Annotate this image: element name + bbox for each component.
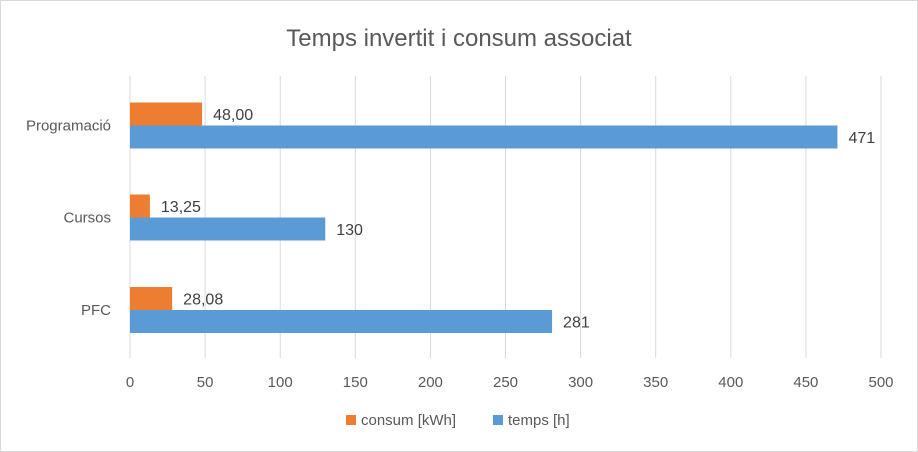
category-label: Programació — [26, 118, 111, 135]
x-tick-label: 400 — [718, 374, 743, 391]
data-label: 13,25 — [161, 199, 201, 216]
consum-bar — [130, 287, 173, 310]
temps-bar — [130, 310, 553, 333]
consum-bar — [130, 194, 150, 218]
legend: consum [kWh] temps [h] — [346, 412, 570, 429]
legend-swatch — [346, 415, 356, 425]
consum-bar — [130, 102, 203, 126]
category-label: PFC — [81, 302, 111, 319]
data-label: 471 — [848, 130, 875, 147]
x-tick-label: 350 — [643, 374, 668, 391]
category-label: Cursos — [63, 210, 111, 227]
x-tick-label: 500 — [868, 374, 893, 391]
data-label: 130 — [336, 222, 363, 239]
data-labels: 48,00 471 13,25 130 28,08 281 — [161, 107, 875, 332]
temps-bar — [130, 217, 326, 241]
data-label: 48,00 — [213, 107, 253, 124]
x-tick-label: 250 — [493, 374, 518, 391]
chart-title: Temps invertit i consum associat — [286, 25, 632, 52]
y-axis-category-labels: Programació Cursos PFC — [26, 118, 111, 320]
legend-label: consum [kWh] — [361, 412, 456, 429]
x-tick-label: 50 — [197, 374, 214, 391]
data-label: 281 — [563, 315, 590, 332]
x-tick-label: 0 — [126, 374, 134, 391]
x-tick-label: 150 — [343, 374, 368, 391]
x-axis-tick-labels: 0 50 100 150 200 250 300 350 400 450 500 — [126, 374, 894, 391]
bars — [130, 102, 838, 333]
legend-label: temps [h] — [508, 412, 570, 429]
x-tick-label: 200 — [418, 374, 443, 391]
legend-swatch — [493, 415, 503, 425]
temps-bar — [130, 125, 838, 149]
x-tick-label: 300 — [568, 374, 593, 391]
x-tick-label: 450 — [793, 374, 818, 391]
x-tick-label: 100 — [268, 374, 293, 391]
gridlines — [129, 76, 882, 358]
data-label: 28,08 — [183, 292, 223, 309]
